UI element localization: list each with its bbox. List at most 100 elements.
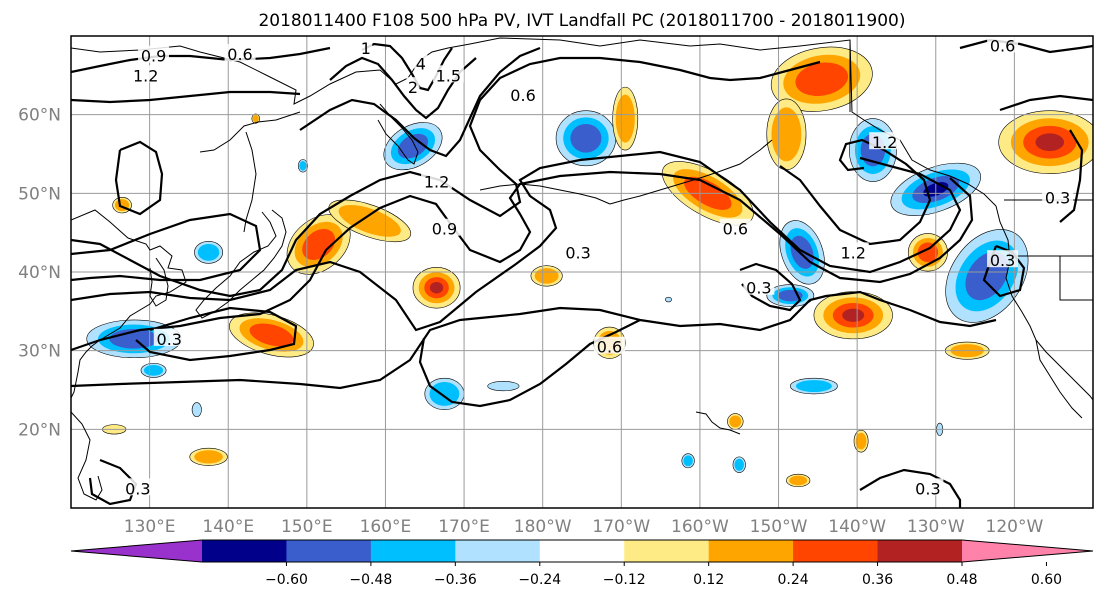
positive-ivt-anomaly-39 bbox=[727, 413, 744, 430]
contour-label-bg bbox=[428, 218, 460, 236]
pv-contour-label: 0.3 bbox=[990, 251, 1015, 270]
colorbar-tick-label: −0.36 bbox=[434, 572, 477, 588]
pv-contour-label: 0.9 bbox=[432, 220, 457, 239]
pv-contour-east-coast-0.3 bbox=[1059, 129, 1084, 223]
pv-contour-west-lobe bbox=[71, 212, 262, 282]
pv-contour-label: 0.6 bbox=[227, 45, 252, 64]
alaska-coast bbox=[469, 37, 997, 207]
anomaly-level-2 bbox=[729, 415, 742, 428]
pv-contour-label: 0.9 bbox=[141, 47, 166, 66]
colorbar-outline bbox=[70, 539, 1094, 563]
pv-contour-label: 2 bbox=[408, 78, 418, 97]
pv-contour-2 bbox=[329, 56, 477, 120]
figure-title: 2018011400 F108 500 hPa PV, IVT Landfall… bbox=[258, 11, 905, 31]
anomaly-level-1 bbox=[665, 296, 672, 303]
anomaly-level-2 bbox=[795, 380, 832, 393]
contour-label-bg bbox=[912, 478, 944, 496]
colorbar-tick-label: 0.48 bbox=[946, 572, 977, 588]
alaska-peninsula-coast bbox=[609, 139, 773, 205]
lon-label: 160°W bbox=[671, 517, 729, 537]
pv-contour-west-small bbox=[88, 458, 138, 506]
anomaly-level-2 bbox=[855, 432, 867, 450]
pv-contour-label: 1.2 bbox=[840, 243, 865, 262]
pv-contour-label: 0.3 bbox=[157, 330, 182, 349]
japan-coast bbox=[195, 209, 287, 319]
lon-label: 150°E bbox=[281, 517, 333, 537]
contour-label-bg bbox=[130, 65, 162, 83]
us-state-border-2 bbox=[1059, 256, 1093, 301]
contour-label-bg bbox=[562, 242, 594, 260]
lon-label: 140°E bbox=[202, 517, 254, 537]
colorbar-tick-label: 0.60 bbox=[1031, 572, 1062, 588]
pv-contour-0.9 bbox=[71, 170, 974, 352]
colorbar-segment bbox=[877, 540, 963, 562]
colorbar-extend-max bbox=[962, 540, 1093, 562]
lat-label: 50°N bbox=[18, 184, 61, 204]
negative-ivt-anomaly-25 bbox=[140, 362, 167, 378]
lat-label: 30°N bbox=[18, 342, 61, 362]
contour-label-bg bbox=[869, 132, 901, 150]
hawaii-islands bbox=[695, 411, 741, 435]
negative-ivt-anomaly-37 bbox=[732, 456, 746, 473]
contour-label-bg bbox=[414, 53, 428, 71]
asia-coastline bbox=[71, 209, 187, 399]
negative-ivt-anomaly-36 bbox=[681, 453, 695, 469]
colorbar-tick-label: 0.36 bbox=[862, 572, 893, 588]
anomaly-level-2 bbox=[252, 115, 259, 123]
pv-contour-0.3-main bbox=[71, 290, 997, 390]
contour-label-bg bbox=[837, 242, 869, 260]
pv-contour-west-south bbox=[135, 306, 298, 362]
lon-label: 140°W bbox=[828, 517, 886, 537]
colorbar-segment bbox=[202, 540, 287, 562]
pv-contour-label: 0.6 bbox=[990, 36, 1015, 55]
pv-contour-label: 1 bbox=[361, 39, 371, 58]
contour-label-bg bbox=[594, 336, 626, 354]
pv-contour-label: 0.3 bbox=[1045, 188, 1070, 207]
anomaly-level-3 bbox=[302, 228, 336, 260]
contour-label-bg bbox=[122, 478, 154, 496]
lon-label: 150°W bbox=[750, 517, 808, 537]
philippines-coast bbox=[71, 411, 103, 501]
contour-label-bg bbox=[987, 250, 1019, 268]
aleutian-islands bbox=[479, 183, 611, 205]
contour-label-bg bbox=[743, 277, 775, 295]
longitude-labels: 130°E 140°E 150°E 160°E 170°E 180°W 170°W 160°W… bbox=[124, 517, 1044, 537]
negative-ivt-anomaly-27 bbox=[487, 381, 520, 392]
pv-contour-label: 0.6 bbox=[510, 86, 535, 105]
pv-contour-label: 0.6 bbox=[723, 220, 748, 239]
anomaly-level-2 bbox=[534, 268, 559, 284]
pv-contour-label: 1.2 bbox=[424, 173, 449, 192]
negative-ivt-anomaly-21 bbox=[297, 159, 308, 173]
pv-contour-label: 4 bbox=[416, 55, 426, 74]
positive-ivt-anomaly-12 bbox=[813, 291, 893, 340]
okhotsk-coast bbox=[199, 111, 301, 153]
north-america-west-coast bbox=[995, 205, 1093, 401]
negative-ivt-anomaly-3 bbox=[555, 110, 617, 167]
pv-contour-south-0.3 bbox=[859, 468, 962, 508]
colorbar-segment bbox=[455, 540, 541, 562]
anomaly-level-2 bbox=[683, 455, 693, 467]
contour-label-bg bbox=[432, 65, 464, 83]
colorbar-tick-label: −0.24 bbox=[518, 572, 561, 588]
anomaly-level-2 bbox=[299, 161, 307, 171]
lat-label: 40°N bbox=[18, 263, 61, 283]
lat-label: 20°N bbox=[18, 420, 61, 440]
positive-ivt-anomaly-2 bbox=[998, 110, 1093, 174]
pv-contour-mid-0.3 bbox=[739, 262, 802, 312]
anomaly-level-3 bbox=[249, 323, 294, 347]
map-area: 0.9 0.61.21421.50.61.20.90.30.60.31.21.20… bbox=[70, 35, 1094, 509]
contour-label-bg bbox=[138, 45, 170, 63]
negative-ivt-anomaly-4 bbox=[383, 122, 443, 171]
colorbar-segment bbox=[624, 540, 710, 562]
coastlines-and-borders bbox=[71, 37, 1093, 501]
anomaly-level-2 bbox=[771, 107, 802, 162]
anomaly-level-2 bbox=[143, 364, 164, 376]
lon-label: 130°E bbox=[124, 517, 176, 537]
positive-ivt-anomaly-17 bbox=[412, 266, 461, 309]
lon-label: 170°W bbox=[592, 517, 650, 537]
contour-label-bg bbox=[421, 171, 453, 189]
pv-contour-0.6 bbox=[71, 150, 962, 332]
positive-ivt-anomaly-1 bbox=[766, 98, 807, 171]
negative-ivt-anomaly-26 bbox=[424, 377, 465, 410]
